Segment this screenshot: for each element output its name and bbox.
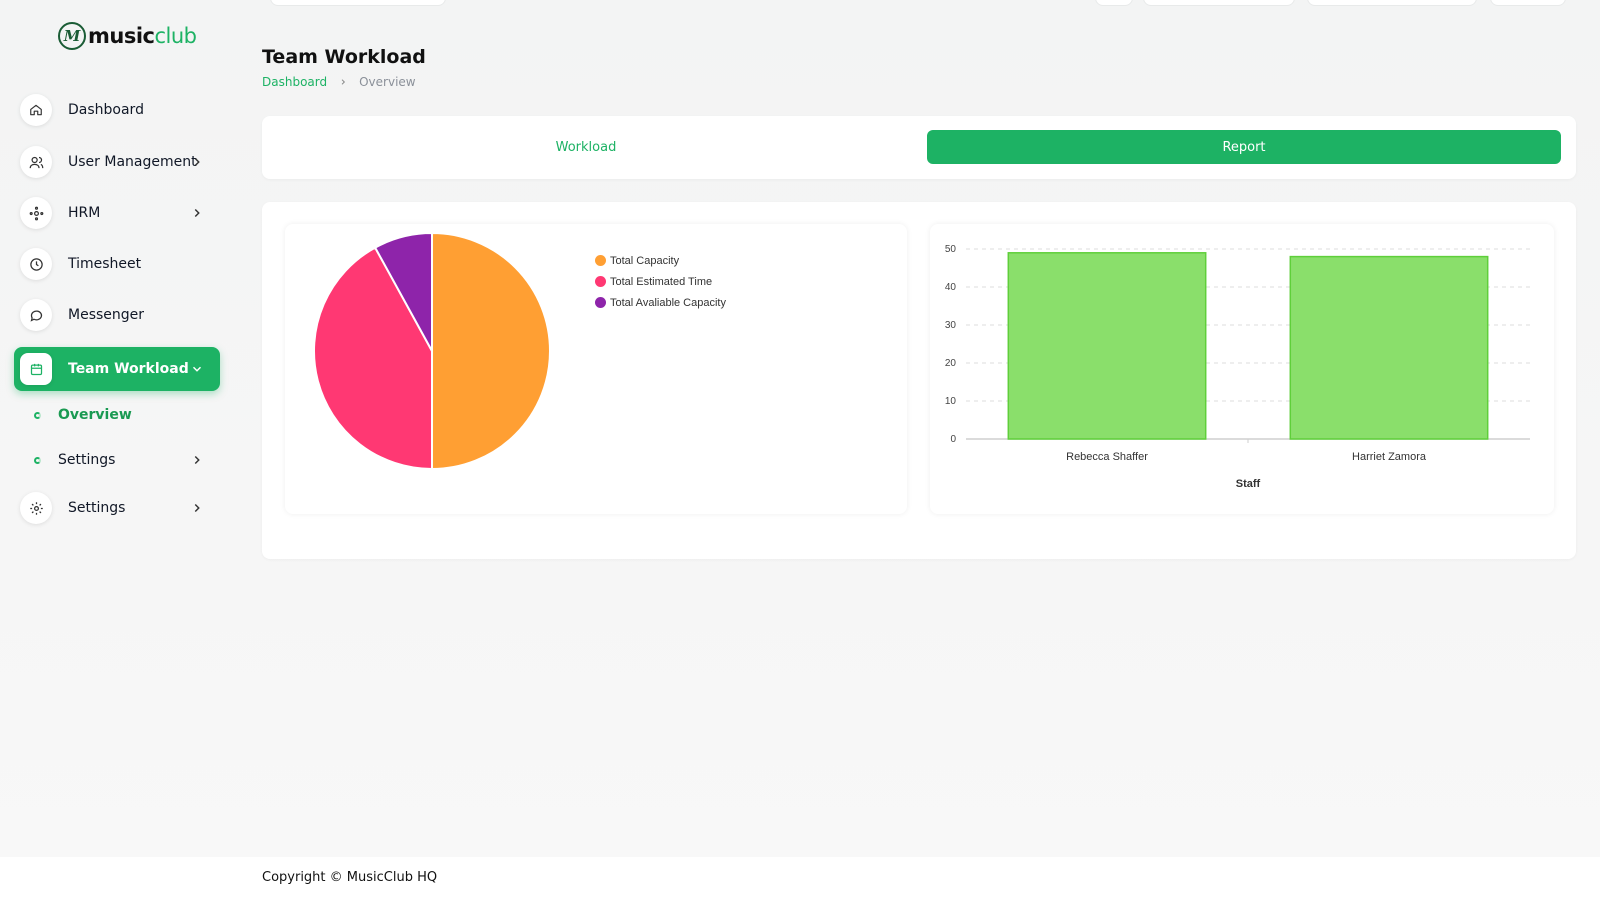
users-icon — [20, 146, 52, 178]
message-icon — [20, 299, 52, 331]
bullet-icon — [34, 456, 41, 464]
legend-label: Total Estimated Time — [610, 275, 713, 288]
bar[interactable] — [1289, 255, 1489, 440]
y-tick-label: 20 — [945, 358, 957, 369]
sidebar-item-label: Settings — [68, 500, 126, 516]
chevron-right-icon — [194, 455, 200, 465]
calendar-icon — [20, 353, 52, 385]
y-tick-label: 0 — [950, 434, 956, 445]
pie-chart-card: Total Capacity Total Estimated Time Total … — [285, 224, 907, 514]
pie-slice[interactable] — [373, 231, 433, 352]
chevron-right-icon — [194, 157, 200, 167]
x-axis-label: Staff — [1236, 478, 1261, 490]
top-search-fragment — [270, 0, 446, 6]
sidebar-item-user-management[interactable]: User Management — [14, 140, 220, 184]
chevron-right-icon — [341, 79, 346, 85]
sidebar: M music club Dashboard User Management H… — [0, 0, 236, 855]
footer: Copyright © MusicClub HQ — [0, 857, 1600, 900]
sidebar-item-label: Dashboard — [68, 102, 144, 118]
sidebar-subitem-overview[interactable]: Overview — [34, 401, 220, 429]
legend-item[interactable]: Total Avaliable Capacity — [595, 292, 726, 313]
tab-workload[interactable]: Workload — [555, 139, 617, 155]
pie-slice[interactable] — [431, 231, 551, 471]
pie-slice[interactable] — [313, 246, 433, 471]
pie-chart — [313, 231, 551, 471]
sidebar-item-messenger[interactable]: Messenger — [14, 293, 220, 337]
top-button-fragment — [1095, 0, 1133, 6]
y-tick-label: 50 — [945, 244, 957, 255]
clock-icon — [20, 248, 52, 280]
bar-chart: 0 10 20 30 40 50 Rebecca Shaffer Harriet Zamora… — [945, 244, 1530, 490]
top-button-fragment — [1143, 0, 1295, 6]
report-panel: Total Capacity Total Estimated Time Total … — [262, 202, 1576, 559]
brand-name-primary: music — [88, 24, 155, 48]
chevron-down-icon — [192, 366, 202, 372]
sidebar-item-label: HRM — [68, 205, 101, 221]
bar[interactable] — [1007, 252, 1207, 440]
gear-icon — [20, 492, 52, 524]
breadcrumb: Dashboard Overview — [262, 75, 416, 89]
sidebar-item-settings[interactable]: Settings — [14, 486, 220, 530]
sidebar-item-timesheet[interactable]: Timesheet — [14, 242, 220, 286]
legend-swatch — [595, 255, 606, 266]
top-button-fragment — [1490, 0, 1566, 6]
sidebar-item-label: Team Workload — [68, 361, 189, 377]
chevron-right-icon — [194, 503, 200, 513]
legend-item[interactable]: Total Capacity — [595, 250, 726, 271]
brand-name-secondary: club — [154, 24, 197, 48]
bar-chart-card: 0 10 20 30 40 50 Rebecca Shaffer Harriet Zamora… — [930, 224, 1554, 514]
sidebar-subitem-settings[interactable]: Settings — [34, 446, 220, 474]
sidebar-subitem-label: Settings — [58, 452, 116, 468]
sidebar-item-hrm[interactable]: HRM — [14, 191, 220, 235]
legend-swatch — [595, 297, 606, 308]
legend-swatch — [595, 276, 606, 287]
legend-item[interactable]: Total Estimated Time — [595, 271, 726, 292]
page-title: Team Workload — [262, 46, 426, 68]
legend-label: Total Avaliable Capacity — [610, 296, 726, 309]
sidebar-item-label: User Management — [68, 154, 197, 170]
top-button-fragment — [1307, 0, 1477, 6]
brand-logo[interactable]: M music club — [58, 22, 197, 50]
y-tick-label: 10 — [945, 396, 957, 407]
home-icon — [20, 94, 52, 126]
y-tick-label: 40 — [945, 282, 957, 293]
breadcrumb-link-dashboard[interactable]: Dashboard — [262, 75, 328, 89]
copyright-text: Copyright © MusicClub HQ — [262, 870, 438, 885]
sidebar-item-dashboard[interactable]: Dashboard — [14, 88, 220, 132]
tab-report[interactable]: Report — [927, 130, 1561, 164]
sidebar-subitem-label: Overview — [58, 407, 132, 423]
legend-label: Total Capacity — [610, 254, 680, 267]
chevron-right-icon — [194, 208, 200, 218]
hrm-icon — [20, 197, 52, 229]
breadcrumb-current: Overview — [359, 75, 416, 89]
pie-legend: Total Capacity Total Estimated Time Total … — [595, 250, 726, 313]
sidebar-item-team-workload[interactable]: Team Workload — [14, 347, 220, 391]
x-tick-label: Harriet Zamora — [1352, 451, 1427, 463]
sidebar-item-label: Messenger — [68, 307, 145, 323]
tabs-card: Workload Report — [262, 116, 1576, 179]
logo-mark-icon: M — [58, 22, 86, 50]
sidebar-item-label: Timesheet — [68, 256, 142, 272]
y-tick-label: 30 — [945, 320, 957, 331]
x-tick-label: Rebecca Shaffer — [1066, 451, 1148, 463]
bullet-icon — [34, 411, 41, 419]
